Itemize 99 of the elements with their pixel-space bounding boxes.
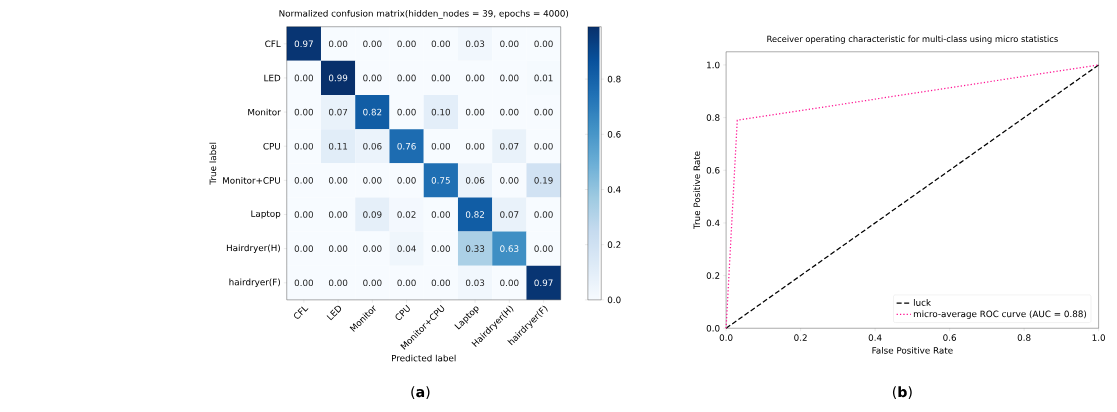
data-label: 0.00 bbox=[534, 40, 553, 48]
x-tick-label: 0.8 bbox=[1017, 334, 1031, 342]
y-tick-label: Monitor bbox=[248, 108, 281, 116]
data-label: 0.00 bbox=[328, 245, 348, 253]
data-label: 0.00 bbox=[397, 108, 416, 116]
data-label: 0.00 bbox=[500, 177, 519, 184]
x-tick-label: 0.6 bbox=[943, 334, 957, 342]
y-tick-label: 0.4 bbox=[706, 219, 720, 227]
data-label: 0.00 bbox=[431, 40, 451, 48]
data-label: 0.00 bbox=[500, 279, 519, 287]
data-label: 0.76 bbox=[397, 143, 416, 150]
data-label: 0.07 bbox=[328, 108, 348, 116]
data-label: 0.19 bbox=[534, 177, 553, 184]
x-axis-title: False Positive Rate bbox=[872, 347, 953, 354]
y-tick-label: 0.8 bbox=[706, 114, 720, 122]
data-label: 0.97 bbox=[534, 279, 553, 287]
data-label: 0.00 bbox=[534, 143, 553, 150]
data-label: 0.82 bbox=[363, 108, 382, 116]
data-label: 0.00 bbox=[431, 143, 451, 150]
chart-title: Receiver operating characteristic for multi-class using micro statistics bbox=[767, 35, 1058, 44]
data-label: 0.03 bbox=[465, 279, 485, 287]
data-label: 0.04 bbox=[397, 245, 416, 253]
data-label: 0.97 bbox=[294, 40, 313, 48]
data-label: 0.00 bbox=[431, 211, 451, 218]
data-label: 0.01 bbox=[534, 74, 553, 82]
data-label: 0.99 bbox=[328, 74, 348, 82]
data-label: 0.00 bbox=[431, 74, 451, 82]
data-label: 0.00 bbox=[534, 211, 553, 218]
data-label: 0.00 bbox=[328, 40, 348, 48]
data-label: 0.00 bbox=[294, 74, 314, 82]
color-bar-label: 0.0 bbox=[607, 296, 621, 304]
y-tick-label: Hairdryer(H) bbox=[226, 244, 280, 253]
data-label: 0.00 bbox=[465, 143, 485, 150]
data-label: 0.00 bbox=[534, 245, 553, 253]
data-label: 0.00 bbox=[363, 279, 382, 287]
data-label: 0.00 bbox=[328, 177, 348, 184]
data-label: 0.06 bbox=[363, 143, 382, 150]
text: (b) bbox=[892, 386, 912, 400]
data-label: 0.09 bbox=[363, 211, 382, 218]
data-label: 0.00 bbox=[363, 245, 382, 253]
x-axis-title: Predicted label bbox=[392, 354, 456, 362]
data-label: 0.00 bbox=[363, 40, 382, 48]
data-label: 0.10 bbox=[431, 108, 451, 116]
data-label: 0.06 bbox=[465, 177, 485, 184]
data-label: 0.00 bbox=[431, 279, 451, 287]
color-bar-label: 0.8 bbox=[607, 75, 621, 83]
y-tick-label: 0.2 bbox=[706, 272, 720, 280]
chart-title: Normalized confusion matrix(hidden_nodes = 39, epochs = 4000) bbox=[279, 10, 569, 19]
data-label: 0.00 bbox=[294, 245, 314, 253]
y-tick-label: Monitor+CPU bbox=[223, 177, 280, 184]
x-tick-label: 0.4 bbox=[868, 334, 882, 342]
data-label: 0.00 bbox=[294, 143, 314, 150]
data-label: 0.00 bbox=[534, 108, 553, 116]
x-tick-label: 1.0 bbox=[1092, 334, 1106, 342]
color-bar-label: 0.4 bbox=[607, 186, 621, 193]
data-label: 0.00 bbox=[397, 177, 416, 184]
data-label: 0.11 bbox=[328, 143, 348, 150]
data-label: 0.00 bbox=[363, 177, 382, 184]
data-label: 0.00 bbox=[294, 279, 314, 287]
y-tick-label: 1.0 bbox=[707, 61, 720, 69]
x-tick-label: 0.0 bbox=[719, 334, 733, 342]
data-label: 0.00 bbox=[465, 108, 485, 116]
data-label: 0.07 bbox=[500, 211, 519, 218]
data-label: 0.00 bbox=[431, 245, 451, 253]
legend-label: micro-average ROC curve (AUC = 0.88) bbox=[913, 310, 1087, 320]
data-label: 0.75 bbox=[431, 177, 450, 184]
y-axis-title: True Positive Rate bbox=[693, 151, 701, 230]
data-label: 0.07 bbox=[500, 143, 519, 150]
y-tick-label: LED bbox=[264, 74, 281, 82]
data-label: 0.63 bbox=[500, 245, 519, 253]
data-label: 0.00 bbox=[397, 279, 416, 287]
data-label: 0.82 bbox=[465, 211, 484, 218]
data-label: 0.00 bbox=[465, 74, 485, 82]
y-tick-label: 0.6 bbox=[706, 167, 720, 174]
text: (a) bbox=[411, 386, 430, 399]
data-label: 0.00 bbox=[397, 74, 416, 82]
data-label: 0.00 bbox=[500, 74, 519, 82]
y-tick-label: CPU bbox=[263, 143, 280, 150]
x-tick-label: 0.2 bbox=[794, 334, 807, 342]
y-tick-label: hairdryer(F) bbox=[229, 278, 280, 288]
data-label: 0.00 bbox=[328, 279, 348, 287]
data-label: 0.00 bbox=[328, 211, 348, 218]
data-label: 0.00 bbox=[363, 74, 382, 82]
data-label: 0.00 bbox=[500, 108, 519, 116]
color-bar-label: 0.6 bbox=[607, 131, 621, 138]
y-axis-title: True label bbox=[209, 142, 217, 185]
x-tick-label: CFL bbox=[294, 306, 309, 319]
color-bar-label: 0.2 bbox=[607, 241, 621, 249]
data-label: 0.02 bbox=[397, 211, 416, 218]
data-label: 0.00 bbox=[294, 177, 314, 184]
data-label: 0.03 bbox=[465, 40, 485, 48]
data-label: 0.00 bbox=[294, 211, 314, 218]
data-label: 0.33 bbox=[465, 245, 485, 253]
data-label: 0.00 bbox=[397, 40, 416, 48]
legend-label: luck bbox=[913, 299, 931, 306]
data-label: 0.00 bbox=[500, 40, 519, 48]
data-label: 0.00 bbox=[294, 108, 314, 116]
y-tick-label: Laptop bbox=[251, 210, 281, 219]
y-tick-label: CFL bbox=[265, 40, 281, 48]
